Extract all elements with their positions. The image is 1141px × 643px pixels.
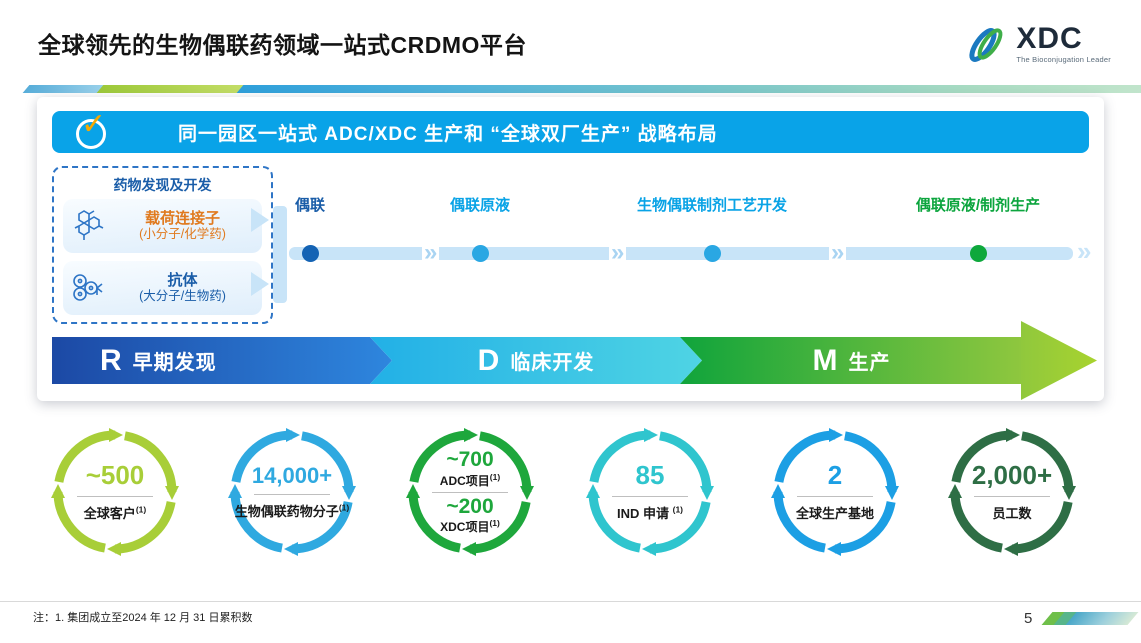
- circular-arrows-icon: [406, 428, 534, 556]
- timeline-end-chevron-icon: »: [1077, 236, 1092, 266]
- stat-label: ADC项目: [439, 473, 490, 488]
- stat-value: ~500: [85, 460, 145, 491]
- circular-arrows-icon: [948, 428, 1076, 556]
- phase-label-m: 生产: [848, 352, 891, 374]
- check-icon: ✓: [76, 108, 106, 149]
- phase-research: R 早期发现: [52, 337, 392, 384]
- stage-label-drug-substance: 偶联原液: [449, 197, 511, 214]
- antibody-name: 抗体: [167, 272, 198, 290]
- stage-label-conjugation: 偶联: [295, 197, 326, 214]
- stat-bioconjugate-molecules: 14,000+ 生物偶联药物分子(1): [217, 428, 367, 556]
- phase-manufacturing: M 生产: [680, 337, 1023, 384]
- stat-ind-filings: 85 IND 申请 (1): [575, 428, 725, 556]
- strategy-banner: ✓ 同一园区一站式 ADC/XDC 生产和 “全球双厂生产” 战略布局: [52, 108, 1089, 153]
- footer-swoosh-decoration: [1041, 612, 1139, 625]
- timeline-bar: [289, 247, 1073, 260]
- antibody-sub: (大分子/生物药): [139, 289, 226, 304]
- timeline-dot-4: [970, 245, 987, 262]
- stat-value: 2: [827, 460, 843, 491]
- circular-arrows-icon: [51, 428, 179, 556]
- title-underline: [22, 85, 1141, 93]
- antibody-item: 抗体 (大分子/生物药): [63, 261, 262, 315]
- banner-text: 同一园区一站式 ADC/XDC 生产和 “全球双厂生产” 战略布局: [178, 123, 718, 145]
- payload-linker-item: 载荷连接子 (小分子/化学药): [63, 199, 262, 253]
- stat-global-sites: 2 全球生产基地: [760, 428, 910, 556]
- stat-value: 14,000+: [251, 463, 333, 489]
- logo-swoosh-icon: [969, 28, 1003, 62]
- stage-label-manufacturing: 偶联原液/制剂生产: [915, 197, 1041, 214]
- connector-arrow-bottom: [251, 272, 269, 296]
- stat-value-2: ~200: [446, 494, 494, 518]
- timeline-dot-3: [704, 245, 721, 262]
- discovery-box-title: 药物发现及开发: [113, 177, 212, 193]
- xdc-logo: XDC The Bioconjugation Leader: [960, 18, 1111, 70]
- stat-value: 85: [635, 460, 665, 491]
- page-title: 全球领先的生物偶联药领域一站式CRDMO平台: [38, 32, 527, 58]
- footnote: 注：1. 集团成立至2024 年 12 月 31 日累积数: [33, 612, 253, 624]
- stat-label: 员工数: [992, 505, 1032, 521]
- stat-label: 生物偶联药物分子: [234, 503, 339, 519]
- timeline-chevron-icon: »: [609, 237, 627, 269]
- strategy-card: ✓ 同一园区一站式 ADC/XDC 生产和 “全球双厂生产” 战略布局 药物发现…: [37, 97, 1104, 401]
- stat-employees: 2,000+ 员工数: [937, 428, 1087, 556]
- molecule-icon: [74, 210, 104, 240]
- phase-development: D 临床开发: [370, 337, 702, 384]
- timeline-dot-2: [472, 245, 489, 262]
- circular-arrows-icon: [228, 428, 356, 556]
- circular-arrows-icon: [586, 428, 714, 556]
- connector-merge-bar: [273, 206, 287, 303]
- phase-label-r: 早期发现: [132, 352, 217, 374]
- discovery-box: 药物发现及开发 载荷连接子 (小分子/化学药): [52, 166, 273, 324]
- payload-linker-name: 载荷连接子: [144, 210, 220, 228]
- phase-letter-r: R: [100, 343, 122, 377]
- circular-arrows-icon: [771, 428, 899, 556]
- stat-value: ~700: [446, 448, 494, 472]
- logo-tagline: The Bioconjugation Leader: [1016, 55, 1111, 65]
- antibody-icon: [73, 274, 103, 301]
- phase-letter-d: D: [477, 343, 500, 377]
- stat-global-clients: ~500 全球客户(1): [40, 428, 190, 556]
- stat-label: IND 申请: [616, 505, 669, 521]
- stat-label: 全球客户: [83, 505, 136, 521]
- page-number: 5: [1024, 610, 1033, 627]
- logo-wordmark: XDC: [1016, 22, 1083, 56]
- timeline-chevron-icon: »: [829, 237, 847, 269]
- stat-label-2: XDC项目: [440, 519, 490, 534]
- phase-arrowhead: [1021, 321, 1097, 400]
- stat-value: 2,000+: [971, 460, 1053, 491]
- timeline-chevron-icon: »: [422, 237, 440, 269]
- stage-label-process-dev: 生物偶联制剂工艺开发: [636, 197, 788, 214]
- timeline-dot-1: [302, 245, 319, 262]
- phase-letter-m: M: [812, 343, 838, 377]
- stat-adc-xdc-projects: ~700 ADC项目(1) ~200 XDC项目(1): [395, 428, 545, 556]
- stat-label: 全球生产基地: [795, 505, 874, 521]
- connector-arrow-top: [251, 208, 269, 232]
- phase-label-d: 临床开发: [510, 352, 595, 374]
- payload-linker-sub: (小分子/化学药): [139, 227, 226, 242]
- footer-divider: [0, 601, 1141, 602]
